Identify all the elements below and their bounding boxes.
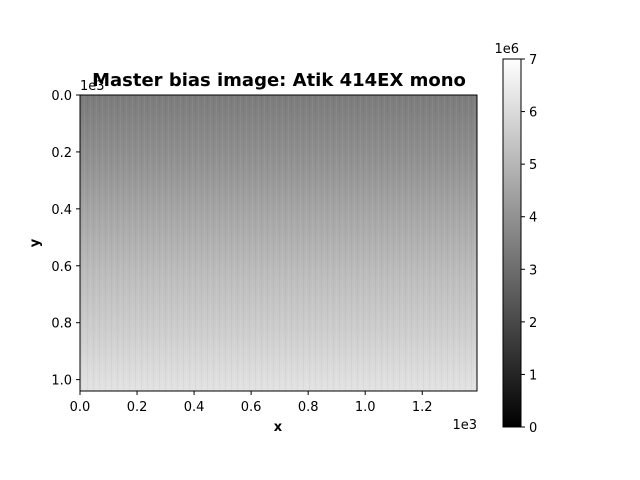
y-axis-ticks: 0.0 0.2 0.4 0.6 0.8 1.0 xyxy=(51,89,80,389)
y-tick-label: 0.0 xyxy=(51,89,72,104)
y-axis-label: y xyxy=(28,238,43,247)
colorbar-tick-label: 6 xyxy=(529,106,537,121)
x-offset-label: 1e3 xyxy=(452,418,477,433)
colorbar-tick-label: 7 xyxy=(529,53,537,68)
bias-image-column-texture xyxy=(80,95,477,391)
colorbar-tick-label: 5 xyxy=(529,158,537,173)
x-tick-label: 0.6 xyxy=(241,400,262,415)
y-tick-label: 0.4 xyxy=(51,203,72,218)
x-axis-label: x xyxy=(274,420,283,435)
colorbar xyxy=(502,58,522,428)
colorbar-offset-label: 1e6 xyxy=(494,42,519,57)
colorbar-tick-label: 2 xyxy=(529,316,537,331)
y-tick-label: 0.8 xyxy=(51,317,72,332)
chart-title: Master bias image: Atik 414EX mono xyxy=(92,70,466,91)
colorbar-tick-label: 1 xyxy=(529,368,537,383)
colorbar-tick-label: 0 xyxy=(529,421,537,436)
y-tick-label: 1.0 xyxy=(51,374,72,389)
colorbar-ticks: 0 1 2 3 4 5 6 7 xyxy=(521,53,537,436)
y-tick-label: 0.2 xyxy=(51,146,72,161)
plot-frame xyxy=(79,94,478,392)
colorbar-fill xyxy=(503,59,521,427)
x-tick-label: 0.0 xyxy=(70,400,91,415)
x-tick-label: 0.4 xyxy=(184,400,205,415)
colorbar-frame xyxy=(502,58,522,428)
colorbar-tick-label: 3 xyxy=(529,263,537,278)
colorbar-tick-label: 4 xyxy=(529,211,537,226)
y-offset-label: 1e3 xyxy=(80,79,105,94)
x-tick-label: 1.0 xyxy=(355,400,376,415)
x-tick-label: 0.8 xyxy=(298,400,319,415)
y-tick-label: 0.6 xyxy=(51,260,72,275)
bias-image xyxy=(79,94,478,392)
x-tick-label: 0.2 xyxy=(127,400,148,415)
x-axis-ticks: 0.0 0.2 0.4 0.6 0.8 1.0 1.2 xyxy=(70,391,433,415)
x-tick-label: 1.2 xyxy=(412,400,433,415)
